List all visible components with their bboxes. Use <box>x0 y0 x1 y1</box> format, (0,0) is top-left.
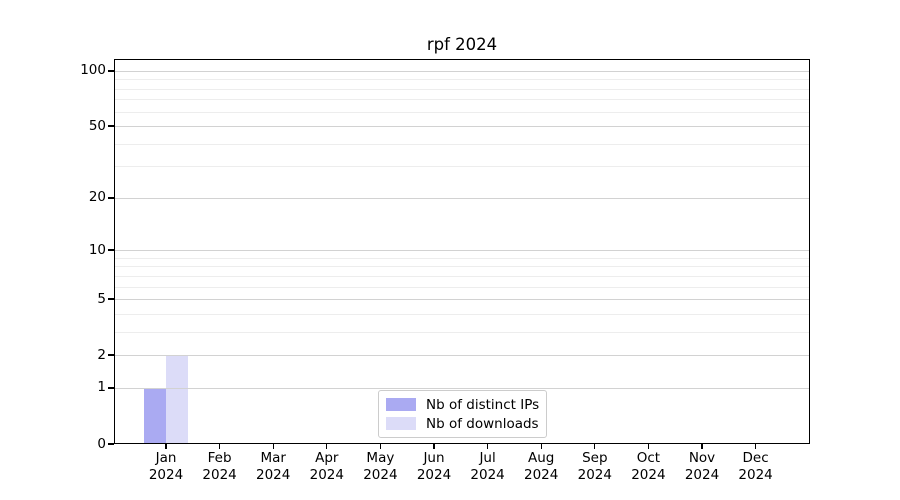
minor-gridline <box>114 111 810 113</box>
minor-gridline <box>114 275 810 277</box>
x-axis-tick-label: Jul 2024 <box>470 450 505 483</box>
major-gridline <box>114 126 810 128</box>
y-axis-tick <box>108 387 114 389</box>
bar <box>166 355 188 444</box>
minor-gridline <box>114 286 810 288</box>
legend-swatch-distinct-ips-icon <box>386 398 416 411</box>
legend-item: Nb of distinct IPs <box>386 395 539 414</box>
major-gridline <box>114 197 810 199</box>
x-axis-tick-label: Apr 2024 <box>309 450 344 483</box>
legend: Nb of distinct IPs Nb of downloads <box>378 390 548 438</box>
plot-area <box>114 59 810 444</box>
legend-item: Nb of downloads <box>386 414 539 433</box>
x-axis-tick-label: Feb 2024 <box>202 450 237 483</box>
y-axis-tick <box>108 249 114 251</box>
y-axis-tick-label: 20 <box>88 189 106 206</box>
x-axis-tick <box>218 444 221 449</box>
y-axis-tick <box>108 70 114 72</box>
minor-gridline <box>114 166 810 168</box>
major-gridline <box>114 355 810 357</box>
minor-gridline <box>114 331 810 333</box>
minor-gridline <box>114 143 810 145</box>
x-axis-tick <box>540 444 542 449</box>
y-axis-tick-label: 0 <box>97 435 106 452</box>
major-gridline <box>114 70 810 72</box>
x-axis-tick <box>326 444 328 449</box>
major-gridline <box>114 250 810 252</box>
y-axis-tick-label: 50 <box>88 117 106 134</box>
y-axis-tick-label: 1 <box>97 379 106 396</box>
x-axis-tick-label: Mar 2024 <box>256 450 291 483</box>
minor-gridline <box>114 266 810 268</box>
chart-title: rpf 2024 <box>426 35 498 54</box>
x-axis-tick-label: Dec 2024 <box>738 450 773 483</box>
minor-gridline <box>114 99 810 101</box>
minor-gridline <box>114 79 810 81</box>
x-axis-tick-label: Jun 2024 <box>416 450 452 483</box>
x-axis-tick-label: Oct 2024 <box>631 450 666 483</box>
x-axis-tick <box>594 444 596 449</box>
x-axis-tick <box>647 444 650 449</box>
y-axis-tick <box>108 197 114 199</box>
major-gridline <box>114 299 810 301</box>
minor-gridline <box>114 257 810 259</box>
legend-swatch-downloads-icon <box>386 417 416 430</box>
x-axis-tick-label: Jan 2024 <box>148 450 184 483</box>
x-axis-tick-label: Aug 2024 <box>524 450 559 483</box>
y-axis-tick <box>108 354 114 356</box>
x-axis-tick-label: May 2024 <box>363 450 398 483</box>
y-axis-tick-label: 100 <box>80 62 106 79</box>
legend-label-distinct-ips: Nb of distinct IPs <box>426 396 540 413</box>
x-axis-tick <box>165 444 167 449</box>
minor-gridline <box>114 313 810 315</box>
y-axis-tick <box>108 443 114 445</box>
bar <box>144 387 166 444</box>
x-axis-tick-label: Nov 2024 <box>684 450 720 483</box>
x-axis-tick <box>754 444 757 449</box>
minor-gridline <box>114 88 810 90</box>
y-axis-tick <box>108 298 114 300</box>
x-axis-tick <box>701 444 703 449</box>
major-gridline <box>114 387 810 389</box>
x-axis-tick-label: Sep 2024 <box>577 450 612 483</box>
y-axis-tick <box>108 125 114 127</box>
legend-label-downloads: Nb of downloads <box>426 415 539 432</box>
x-axis-tick <box>272 444 274 449</box>
y-axis-tick-label: 10 <box>88 241 106 258</box>
x-axis-tick <box>433 444 435 449</box>
x-axis-tick <box>379 444 382 449</box>
y-axis-tick-label: 5 <box>97 290 106 307</box>
x-axis-tick <box>486 444 489 449</box>
y-axis-tick-label: 2 <box>97 346 106 363</box>
